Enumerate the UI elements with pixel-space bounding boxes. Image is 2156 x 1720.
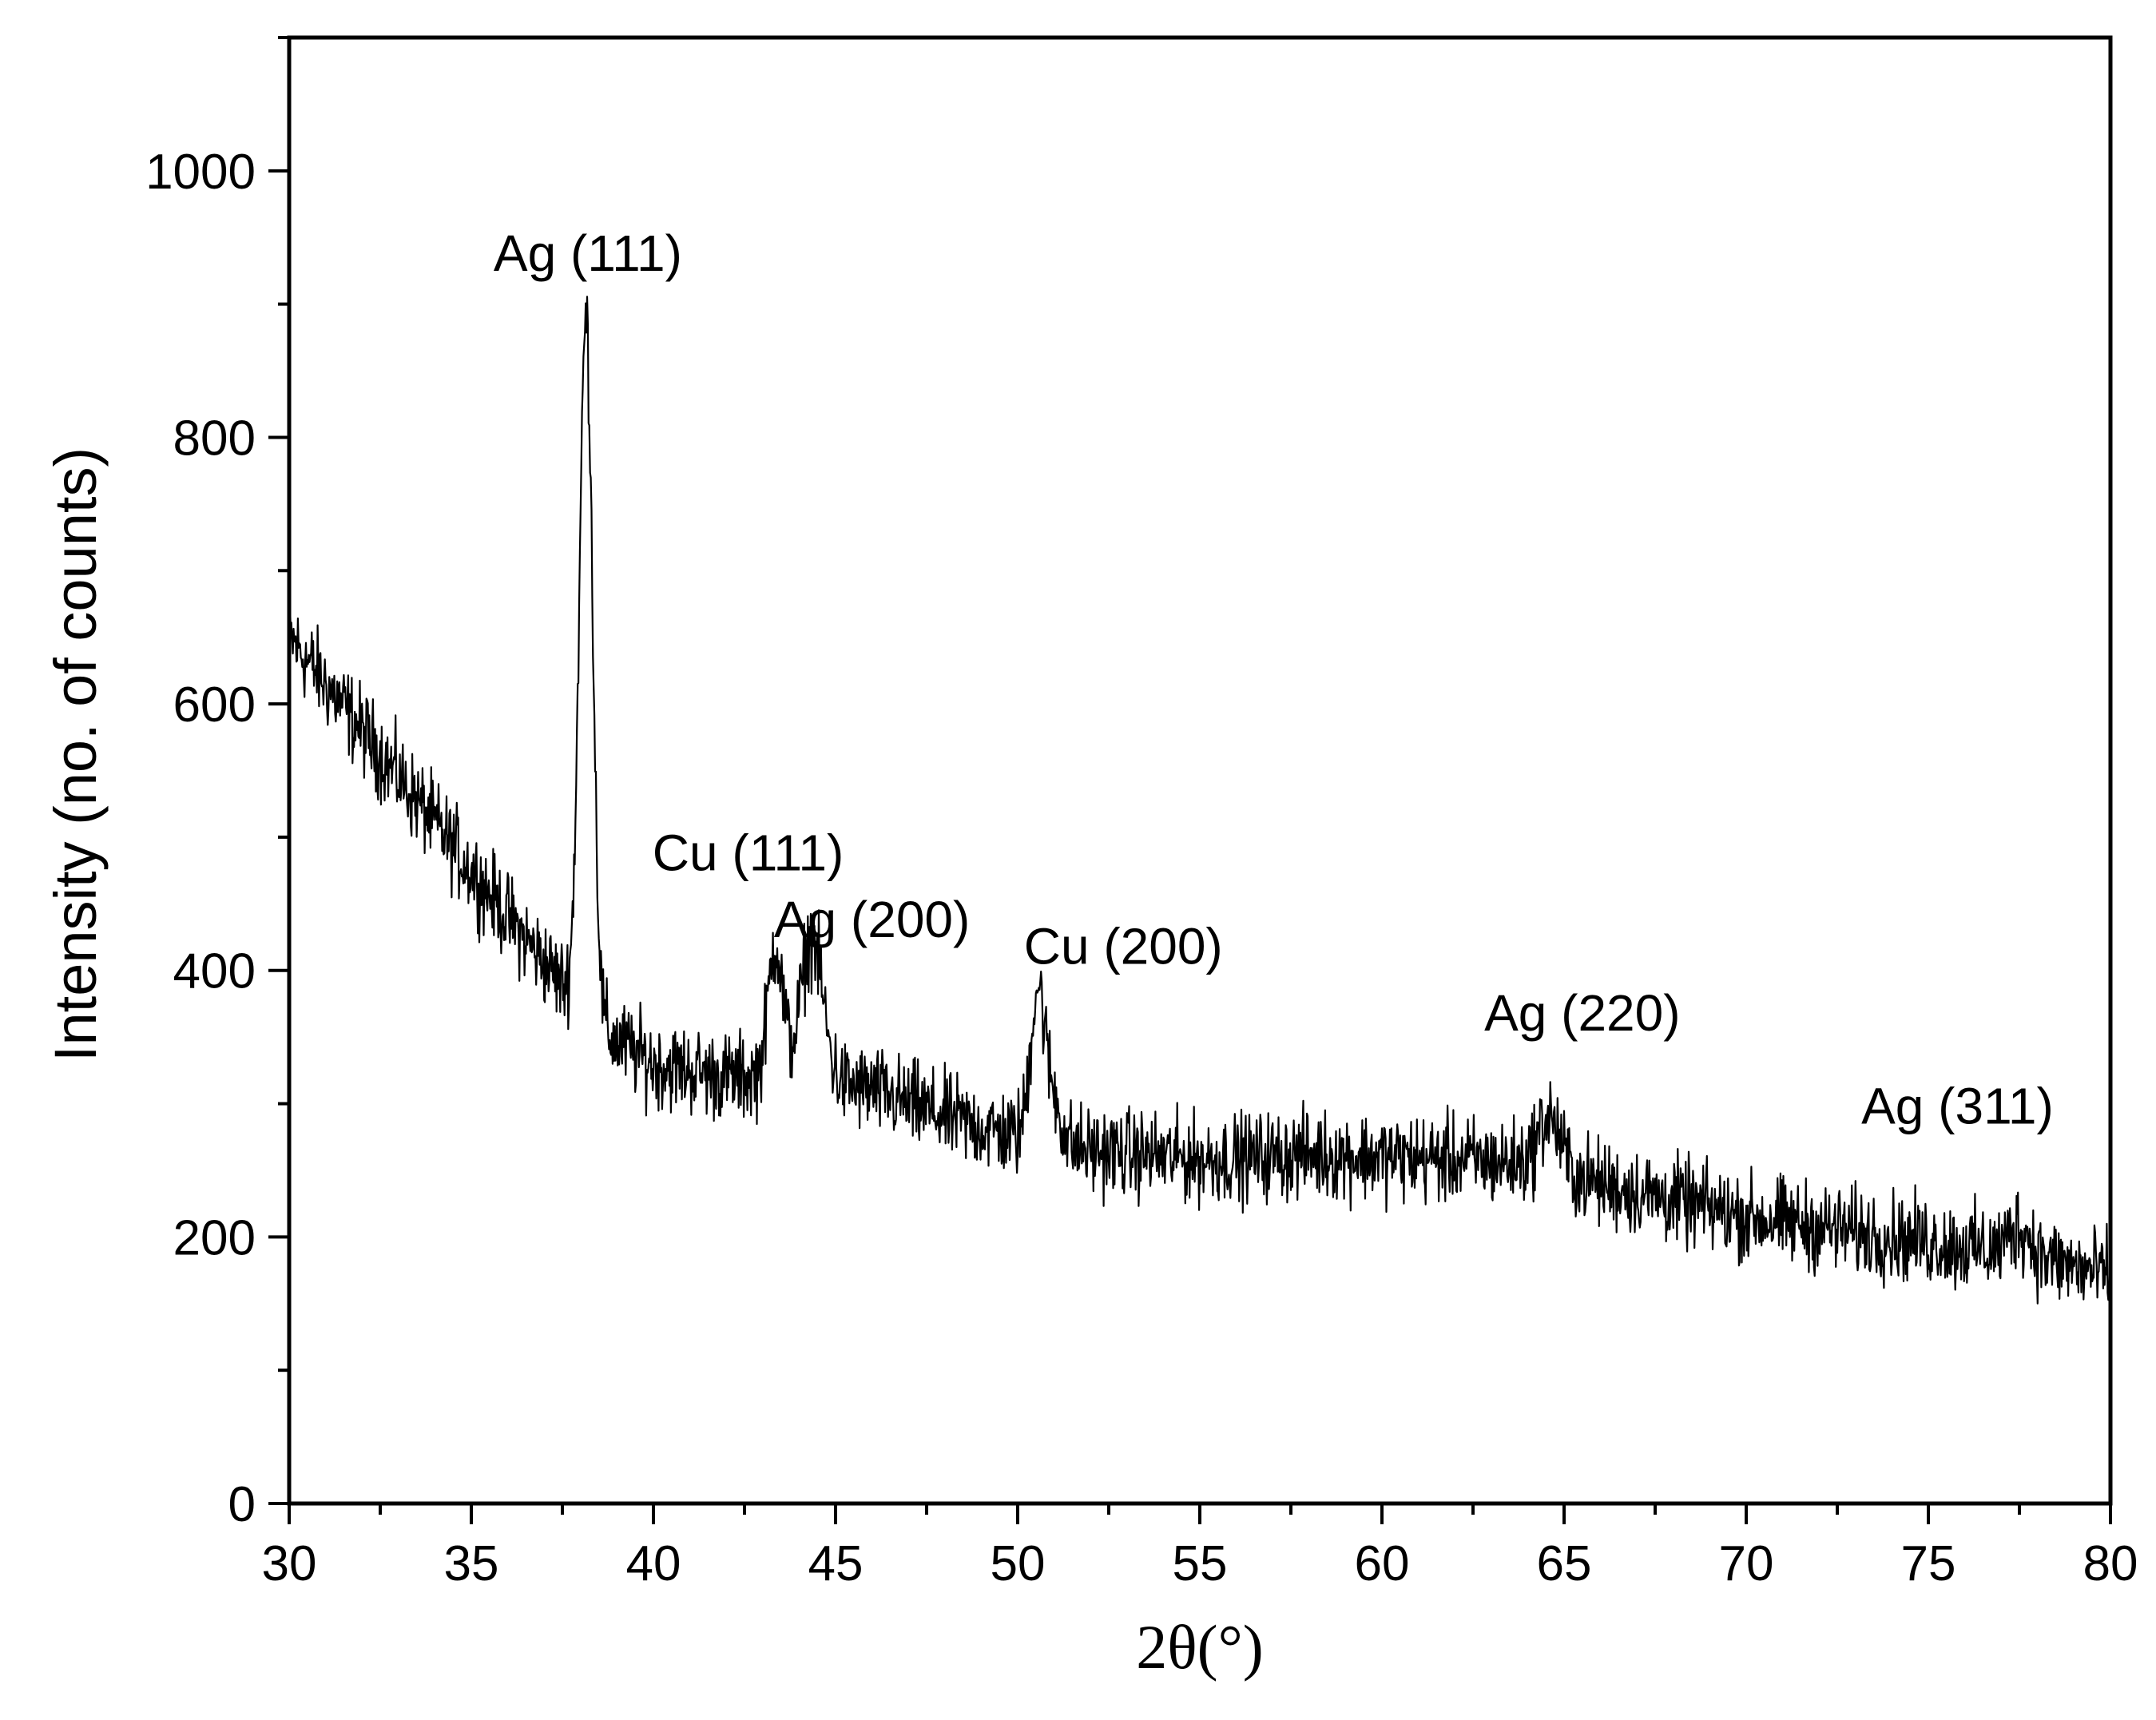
peak-label: Cu (200) [1024,917,1223,975]
x-tick-label: 45 [808,1536,864,1591]
peak-label: Cu (111) [653,824,844,882]
x-axis-title: 2θ(°) [1136,1612,1264,1682]
x-tick-label: 55 [1173,1536,1228,1591]
xrd-pattern-line [288,296,2112,1305]
x-tick-label: 65 [1537,1536,1592,1591]
x-tick-label: 75 [1901,1536,1956,1591]
plot-series [288,296,2112,1305]
y-axis-title: Intensity (no. of counts) [42,447,109,1062]
y-tick-label: 200 [173,1210,256,1265]
y-tick-label: 600 [173,677,256,733]
x-tick-label: 30 [262,1536,317,1591]
x-tick-label: 80 [2083,1536,2138,1591]
x-tick-label: 70 [1719,1536,1774,1591]
peak-label: Ag (200) [774,891,970,948]
y-tick-label: 0 [228,1477,256,1532]
peak-label: Ag (311) [1861,1078,2054,1135]
y-tick-label: 1000 [145,145,256,200]
y-tick-label: 800 [173,411,256,466]
x-tick-label: 40 [626,1536,681,1591]
y-tick-label: 400 [173,944,256,999]
x-tick-label: 35 [444,1536,499,1591]
peak-label: Ag (111) [494,224,682,282]
y-axis-ticks: 0 200 400 600 800 1000 [145,36,289,1532]
x-tick-label: 50 [991,1536,1046,1591]
peak-annotations: Ag (111) Cu (111) Ag (200) Cu (200) Ag (220)… [494,224,2054,1135]
x-tick-label: 60 [1355,1536,1410,1591]
x-axis-ticks: 30 35 40 45 50 55 60 65 70 75 80 [262,1504,2138,1591]
peak-label: Ag (220) [1484,984,1680,1042]
